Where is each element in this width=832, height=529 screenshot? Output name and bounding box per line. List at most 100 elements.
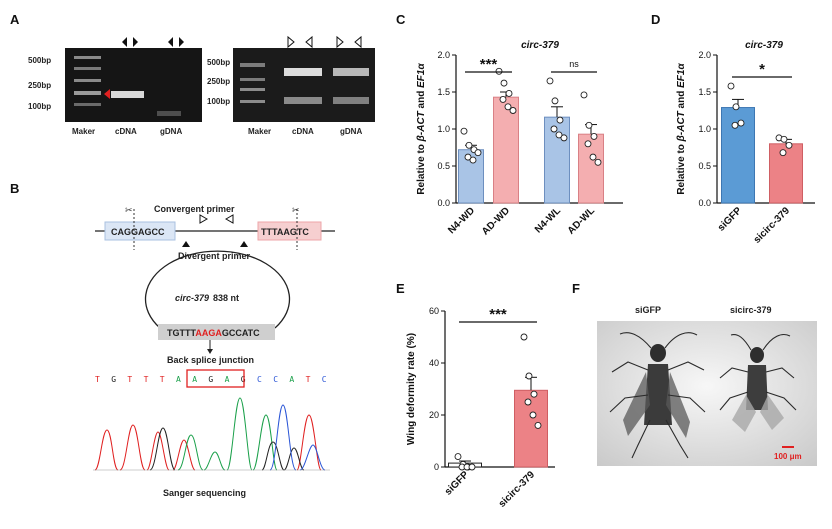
junction-arrow-icon [207, 349, 213, 354]
exon-right [257, 221, 322, 241]
chromatogram-letter: T [160, 375, 165, 384]
lane-label: cDNA [292, 127, 314, 136]
data-point [732, 103, 740, 111]
x-tick-label: N4-WD [446, 205, 477, 236]
data-point [555, 131, 563, 139]
lane-label: cDNA [115, 127, 137, 136]
data-point [534, 421, 542, 429]
chromatogram-letter: T [127, 375, 132, 384]
data-point [556, 116, 564, 124]
x-tick-label: siGFP [443, 469, 471, 497]
panel-f-label: F [572, 281, 580, 296]
data-point [580, 91, 588, 99]
y-tick-label: 1.0 [698, 124, 711, 134]
chromatogram-letter: A [176, 375, 181, 384]
y-tick-label: 1.0 [437, 124, 450, 134]
ladder-label: 500bp [207, 58, 230, 67]
chromatogram-letter: T [306, 375, 311, 384]
chart-c: 0.0 0.5 1.0 1.5 2.0 N4-WD AD-WD N4-WL AD-WL circ-… [416, 40, 623, 237]
panel-a: A 500bp 250bp 100bp Maker cDNA gDNA [10, 12, 375, 136]
chromatogram-letter: C [322, 375, 327, 384]
x-tick-label: AD-WL [566, 205, 597, 236]
exon-left-sequence: CAGGAGCC [111, 227, 165, 237]
convergent-primer-icon [224, 214, 234, 224]
insect-normal-wings [609, 332, 706, 459]
data-point [474, 149, 482, 157]
y-tick-label: 2.0 [698, 50, 711, 60]
panel-b-label: B [10, 181, 19, 196]
chromatogram-letter: T [95, 375, 100, 384]
lane-label: gDNA [160, 127, 182, 136]
significance-label: *** [489, 306, 507, 323]
divergent-primer-icon [240, 241, 248, 247]
panel-c: C 0.0 0.5 1.0 1.5 2.0 N4-WD AD-WD N4-WL AD-WL cir… [396, 12, 623, 237]
data-point [546, 77, 554, 85]
data-point [785, 141, 793, 149]
gel-left: 500bp 250bp 100bp Maker cDNA gDNA [28, 48, 202, 136]
chromatogram-letter: G [111, 375, 116, 384]
data-point [524, 398, 532, 406]
data-point [780, 135, 788, 143]
bar [493, 96, 519, 204]
y-tick-label: 20 [429, 410, 439, 420]
y-axis-label: Relative to β-ACT and EF1α [676, 63, 687, 195]
junction-highlight [186, 369, 245, 388]
significance-label: ns [569, 59, 579, 69]
panel-a-label: A [10, 12, 20, 27]
chart-e: 0 20 40 60 siGFP sicirc-379 *** Wing deformity … [406, 306, 555, 510]
panel-d-label: D [651, 12, 660, 27]
data-point [550, 125, 558, 133]
data-point [727, 82, 735, 90]
data-point [520, 333, 528, 341]
chromatogram-letter: A [289, 375, 294, 384]
gel-right: 500bp 250bp 100bp Maker cDNA gDNA [207, 48, 375, 136]
data-point [525, 372, 533, 380]
data-point [505, 90, 513, 97]
chromatogram-letter: T [144, 375, 149, 384]
data-point [530, 390, 538, 398]
chromatogram-letter: G [241, 375, 246, 384]
data-point [737, 119, 745, 127]
data-point [731, 121, 739, 129]
panel-d: D 0.0 0.5 1.0 1.5 2.0 siGFP sicirc-379 circ-379… [651, 12, 815, 246]
data-point [465, 141, 473, 149]
chart-title: circ-379 [745, 40, 783, 51]
back-splice-label: Back splice junction [167, 355, 254, 365]
y-tick-label: 0.0 [437, 198, 450, 208]
data-point [468, 463, 476, 471]
insect-deformed-wings [719, 333, 797, 432]
y-axis-label: Wing deformity rate (%) [406, 333, 417, 445]
y-tick-label: 0.5 [437, 161, 450, 171]
band-arrow-icon [104, 89, 110, 99]
convergent-primer-icon [199, 214, 209, 224]
circrna-label: circ-379 838 nt [175, 293, 239, 303]
chromatogram-letter: C [257, 375, 262, 384]
x-tick-label: sicirc-379 [752, 205, 793, 246]
exon-right-sequence: TTTAAGTC [261, 227, 309, 237]
divergent-primer-icon [122, 37, 184, 47]
y-tick-label: 1.5 [698, 87, 711, 97]
panel-b: B CAGGAGCC TTTAAGTC ✂ ✂ Convergent prime… [10, 181, 335, 498]
chromatogram [93, 397, 330, 471]
scissors-icon: ✂ [125, 206, 133, 216]
data-point [504, 103, 512, 111]
insect-photo [597, 321, 817, 466]
ladder-label: 100bp [207, 97, 230, 106]
data-point [560, 134, 568, 142]
chromatogram-letter: A [225, 375, 230, 384]
x-tick-label: N4-WL [533, 205, 563, 235]
lane-label: Maker [72, 127, 95, 136]
data-point [495, 67, 503, 75]
y-tick-label: 0 [434, 462, 439, 472]
exon-left [104, 221, 176, 241]
lane-label: Maker [248, 127, 271, 136]
data-point [551, 97, 559, 105]
data-point [500, 79, 508, 87]
data-point [589, 153, 597, 161]
lane-label: gDNA [340, 127, 362, 136]
bar [578, 133, 604, 204]
y-tick-label: 1.5 [437, 87, 450, 97]
y-tick-label: 0.5 [698, 161, 711, 171]
